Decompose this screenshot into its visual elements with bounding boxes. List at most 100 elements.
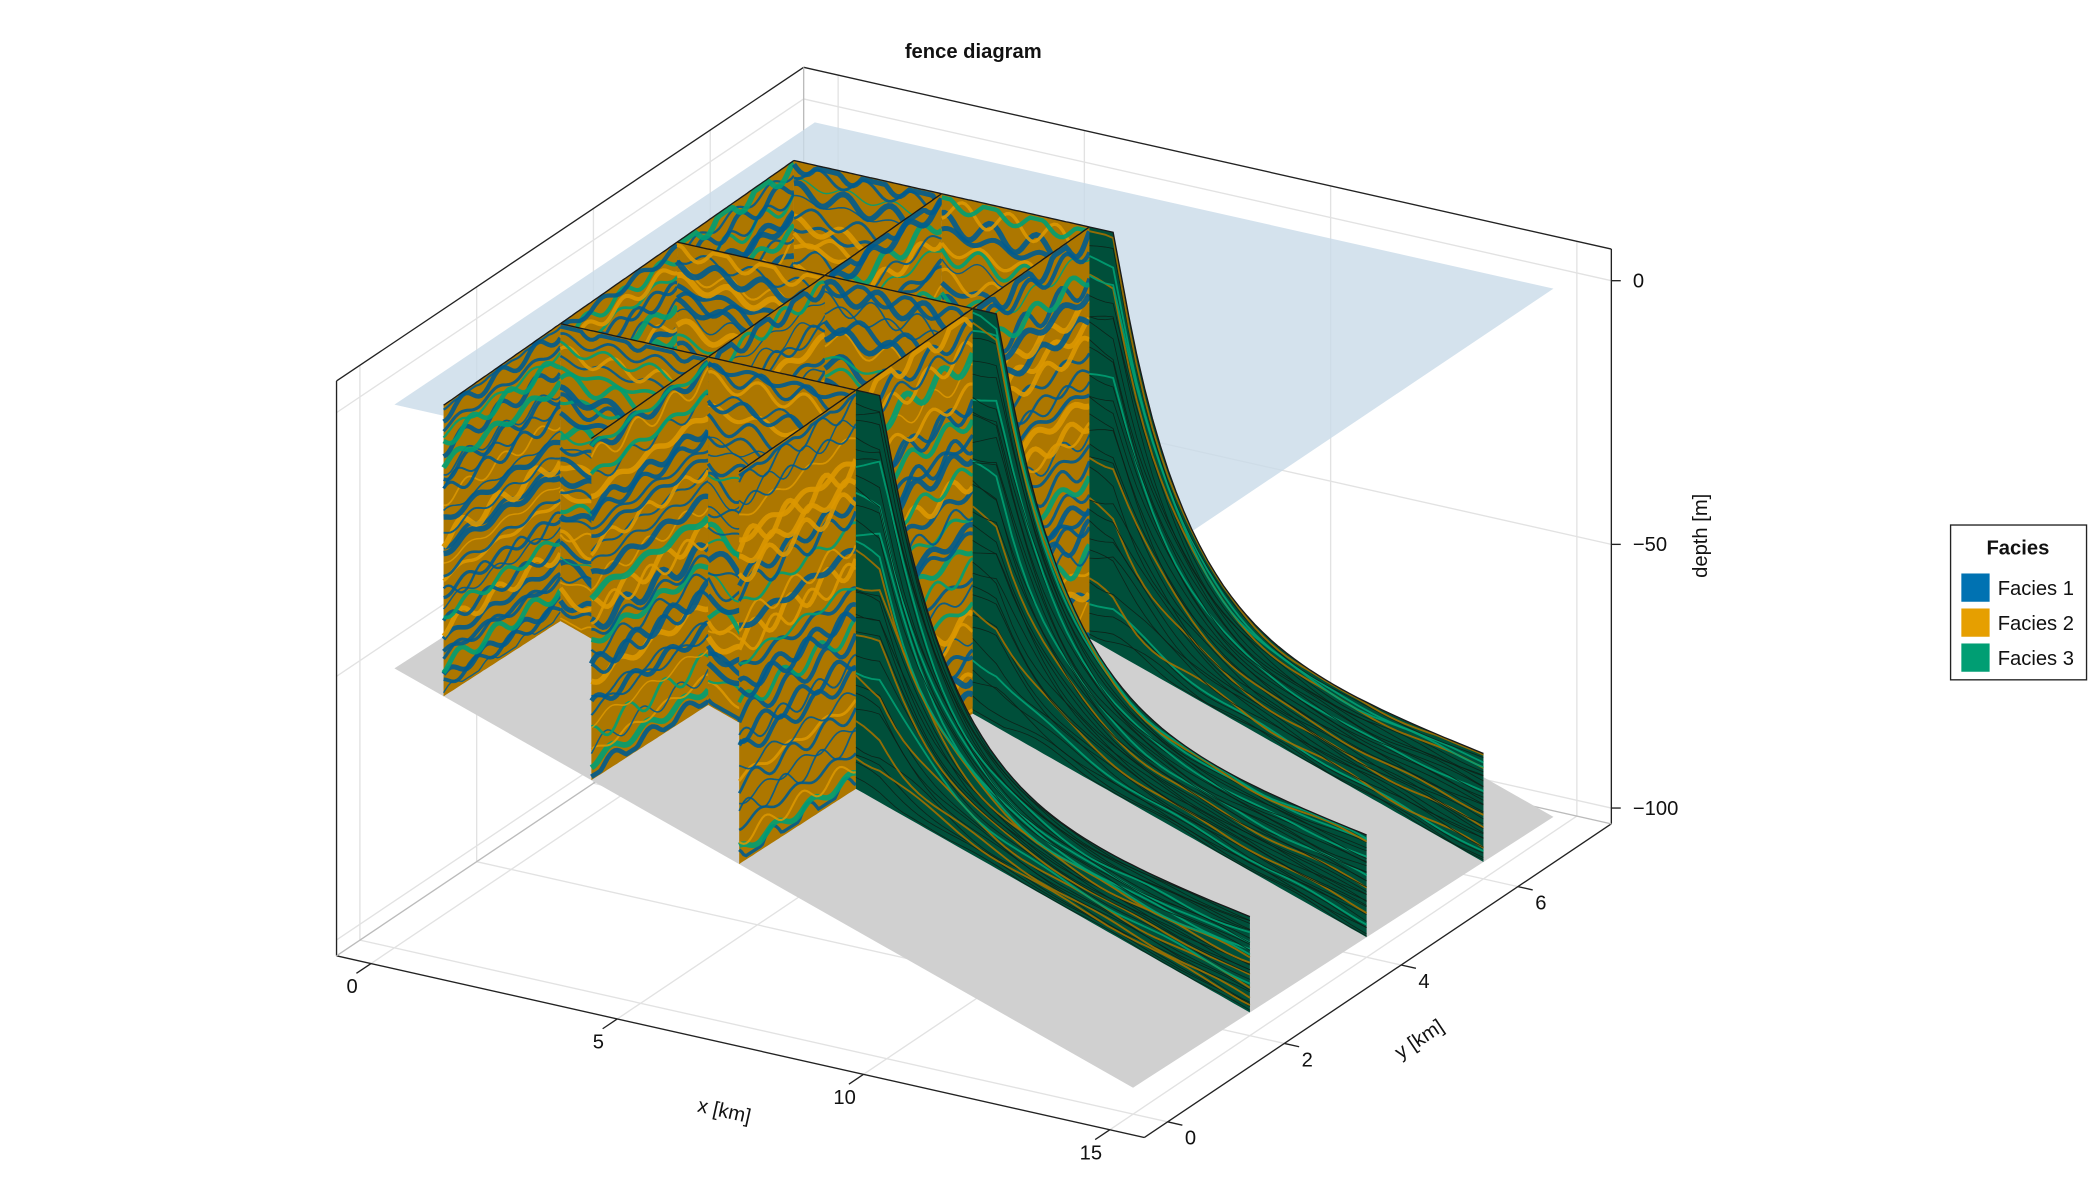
panel-top — [793, 159, 942, 195]
ticks: 0 5 10 15 0 2 4 6 −100 −50 0 — [347, 270, 1679, 1164]
facies-layer — [855, 590, 1251, 965]
facies-layer — [443, 439, 561, 520]
facies-layer — [441, 380, 563, 470]
panel-top — [972, 226, 1090, 310]
facies-layer — [855, 591, 1251, 966]
facies-layer — [738, 477, 858, 564]
facies-layer — [972, 311, 1368, 840]
facies-layer — [855, 672, 1251, 985]
facies-layer — [1089, 321, 1484, 782]
chart-title: fence diagram — [905, 41, 1042, 63]
facies-layer — [854, 316, 974, 405]
panel-top — [824, 274, 973, 310]
facies-layer — [738, 585, 857, 667]
y-tick — [1167, 1121, 1183, 1126]
facies-layer — [443, 457, 561, 534]
facies-layer — [590, 573, 709, 656]
z-axis-label: depth [m] — [1690, 494, 1712, 578]
facies-layer — [1088, 577, 1484, 849]
facies-layer — [738, 562, 857, 651]
facies-layer — [972, 397, 1367, 859]
facies-layer — [588, 579, 711, 666]
y-tick-label: 2 — [1302, 1049, 1313, 1071]
facies-layer — [590, 361, 710, 447]
facies-layer — [855, 757, 1251, 1006]
facies-layer — [441, 552, 563, 638]
facies-layer — [855, 491, 1251, 944]
facies-layer — [738, 726, 857, 812]
z-tick-label: −100 — [1633, 798, 1678, 820]
facies-layer — [443, 425, 561, 507]
facies-layer — [738, 544, 857, 633]
facies-layer — [738, 393, 857, 483]
facies-layer — [738, 699, 858, 782]
facies-layer — [737, 601, 857, 688]
facies-layer — [591, 554, 709, 635]
facies-layer — [972, 460, 1368, 876]
x-tick — [356, 962, 372, 974]
facies-layer — [739, 587, 857, 665]
panel-top — [855, 389, 1251, 918]
facies-layer — [442, 352, 562, 439]
facies-layer — [590, 415, 710, 500]
facies-layer — [972, 414, 1367, 863]
facies-layer — [442, 405, 561, 490]
facies-layer — [855, 458, 1251, 933]
facies-layer — [855, 613, 1251, 971]
facies-layer — [442, 571, 562, 653]
facies-layer — [737, 510, 858, 602]
facies-layer — [972, 484, 1367, 882]
fence-scene — [394, 122, 1554, 1088]
y-tick — [1284, 1042, 1300, 1048]
legend: Facies Facies 1 Facies 2 Facies 3 — [1949, 524, 2088, 681]
grid-line — [359, 939, 1168, 1123]
facies-layer — [855, 634, 1251, 976]
facies-layer — [737, 707, 858, 794]
facies-layer — [738, 547, 856, 629]
panel-top — [708, 356, 857, 391]
facies-layer — [855, 761, 1251, 1007]
facies-layer — [972, 669, 1367, 929]
facies-layer — [855, 720, 1251, 999]
facies-layer — [443, 475, 562, 557]
facies-layer — [1089, 273, 1484, 769]
panel-top — [707, 274, 826, 358]
facies-layer — [737, 664, 857, 748]
panel-top — [941, 193, 1090, 228]
facies-layer — [855, 403, 1251, 921]
facies-layer — [855, 519, 1251, 951]
facies-layer — [855, 412, 1251, 922]
facies-layer — [855, 754, 1251, 1005]
facies-layer — [442, 511, 561, 594]
panel-top — [443, 323, 561, 406]
panel-face — [1089, 226, 1484, 862]
x-tick-label: 5 — [593, 1032, 604, 1054]
facies-layer — [972, 659, 1368, 926]
facies-layer — [589, 542, 711, 630]
fence-panel — [1088, 226, 1484, 862]
facies-layer — [855, 474, 1251, 939]
facies-layer — [972, 337, 1367, 843]
facies-layer — [791, 162, 944, 209]
facies-layer — [558, 243, 679, 330]
facies-layer — [972, 329, 1367, 842]
panel-top — [738, 389, 857, 473]
facies-layer — [972, 437, 1367, 867]
facies-layer — [1088, 457, 1484, 816]
fence-panel — [588, 356, 711, 781]
x-tick — [602, 1018, 618, 1030]
panel-top — [676, 159, 795, 243]
facies-layer — [589, 429, 711, 517]
facies-layer — [972, 399, 1367, 858]
x-tick — [1094, 1129, 1111, 1141]
facies-layer — [972, 681, 1367, 928]
facies-layer — [855, 746, 1251, 1003]
facies-layer — [590, 521, 710, 609]
facies-layer — [1089, 395, 1484, 798]
y-axis-label: y [km] — [1391, 1016, 1448, 1064]
facies-layer — [738, 692, 857, 770]
facies-layer — [1089, 346, 1484, 788]
facies-layer — [706, 285, 828, 377]
fence-panel — [736, 389, 859, 865]
